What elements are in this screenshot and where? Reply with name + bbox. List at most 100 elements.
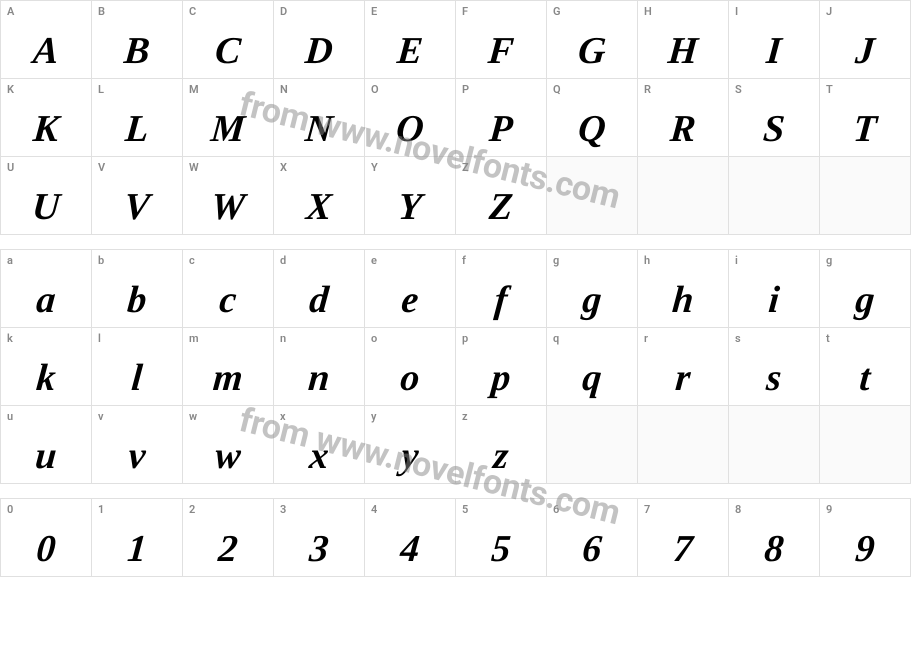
glyph-preview: X — [272, 188, 365, 226]
glyph-preview: n — [272, 359, 365, 397]
glyph-cell: SS — [729, 79, 820, 157]
glyph-label: 1 — [98, 503, 104, 516]
glyph-preview: x — [272, 437, 365, 475]
glyph-label: I — [735, 5, 738, 18]
glyph-cell: VV — [92, 157, 183, 235]
glyph-preview: K — [0, 110, 93, 148]
glyph-cell-empty — [729, 406, 820, 484]
glyph-preview: i — [727, 281, 820, 319]
glyph-label: 4 — [371, 503, 377, 516]
glyph-preview: 2 — [181, 530, 274, 568]
glyph-label: X — [280, 161, 287, 174]
glyph-cell: GG — [547, 1, 638, 79]
glyph-preview: b — [90, 281, 183, 319]
glyph-cell: JJ — [820, 1, 911, 79]
glyph-cell: rr — [638, 328, 729, 406]
glyph-cell: FF — [456, 1, 547, 79]
glyph-label: n — [280, 332, 286, 345]
glyph-label: z — [462, 410, 468, 423]
glyph-label: 8 — [735, 503, 741, 516]
glyph-cell: ii — [729, 250, 820, 328]
glyph-preview: 9 — [818, 530, 911, 568]
glyph-cell: xx — [274, 406, 365, 484]
glyph-cell: NN — [274, 79, 365, 157]
glyph-preview: Q — [545, 110, 638, 148]
glyph-preview: C — [181, 32, 274, 70]
glyph-cell: WW — [183, 157, 274, 235]
glyph-cell: HH — [638, 1, 729, 79]
glyph-preview: B — [90, 32, 183, 70]
glyph-cell: 66 — [547, 499, 638, 577]
glyph-label: c — [189, 254, 195, 267]
glyph-cell: gg — [820, 250, 911, 328]
glyph-label: t — [826, 332, 830, 345]
glyph-cell: pp — [456, 328, 547, 406]
glyph-label: T — [826, 83, 833, 96]
glyph-preview: P — [454, 110, 547, 148]
glyph-preview: y — [363, 437, 456, 475]
glyph-cell: UU — [1, 157, 92, 235]
glyph-preview: 0 — [0, 530, 93, 568]
glyph-label: y — [371, 410, 376, 423]
glyph-cell: yy — [365, 406, 456, 484]
glyph-label: O — [371, 83, 379, 96]
glyph-cell: MM — [183, 79, 274, 157]
glyph-cell: EE — [365, 1, 456, 79]
glyph-label: 6 — [553, 503, 559, 516]
glyph-preview: u — [0, 437, 93, 475]
glyph-preview: A — [0, 32, 93, 70]
glyph-preview: 4 — [363, 530, 456, 568]
glyph-label: P — [462, 83, 469, 96]
glyph-cell: QQ — [547, 79, 638, 157]
section-lowercase: aabbccddeeffgghhiiggkkllmmnnooppqqrrsstt… — [0, 249, 911, 484]
glyph-label: r — [644, 332, 648, 345]
glyph-preview: Y — [363, 188, 456, 226]
glyph-cell: BB — [92, 1, 183, 79]
glyph-label: u — [7, 410, 13, 423]
glyph-cell: oo — [365, 328, 456, 406]
glyph-cell: LL — [92, 79, 183, 157]
glyph-label: A — [7, 5, 14, 18]
glyph-preview: s — [727, 359, 820, 397]
glyph-cell-empty — [547, 157, 638, 235]
glyph-label: 5 — [462, 503, 468, 516]
glyph-label: g — [826, 254, 832, 267]
glyph-cell: ee — [365, 250, 456, 328]
glyph-cell: OO — [365, 79, 456, 157]
glyph-label: C — [189, 5, 196, 18]
glyph-label: F — [462, 5, 468, 18]
glyph-cell: ZZ — [456, 157, 547, 235]
glyph-cell: II — [729, 1, 820, 79]
glyph-label: x — [280, 410, 286, 423]
glyph-label: i — [735, 254, 738, 267]
glyph-preview: 3 — [272, 530, 365, 568]
glyph-label: N — [280, 83, 288, 96]
glyph-preview: q — [545, 359, 638, 397]
glyph-label: D — [280, 5, 287, 18]
glyph-label: Y — [371, 161, 378, 174]
glyph-label: Z — [462, 161, 469, 174]
glyph-cell: aa — [1, 250, 92, 328]
glyph-preview: O — [363, 110, 456, 148]
glyph-label: h — [644, 254, 650, 267]
glyph-label: 9 — [826, 503, 832, 516]
glyph-preview: r — [636, 359, 729, 397]
glyph-preview: R — [636, 110, 729, 148]
glyph-preview: a — [0, 281, 93, 319]
glyph-preview: D — [272, 32, 365, 70]
glyph-cell: TT — [820, 79, 911, 157]
section-digits: 00112233445566778899 — [0, 498, 911, 577]
section-uppercase: AABBCCDDEEFFGGHHIIJJKKLLMMNNOOPPQQRRSSTT… — [0, 0, 911, 235]
glyph-preview: 6 — [545, 530, 638, 568]
glyph-preview: g — [818, 281, 911, 319]
glyph-label: E — [371, 5, 377, 18]
glyph-preview: T — [818, 110, 911, 148]
glyph-cell: 00 — [1, 499, 92, 577]
glyph-cell: mm — [183, 328, 274, 406]
glyph-preview: S — [727, 110, 820, 148]
glyph-cell: vv — [92, 406, 183, 484]
glyph-preview: J — [818, 32, 911, 70]
glyph-preview: H — [636, 32, 729, 70]
glyph-cell: 99 — [820, 499, 911, 577]
glyph-preview: g — [545, 281, 638, 319]
